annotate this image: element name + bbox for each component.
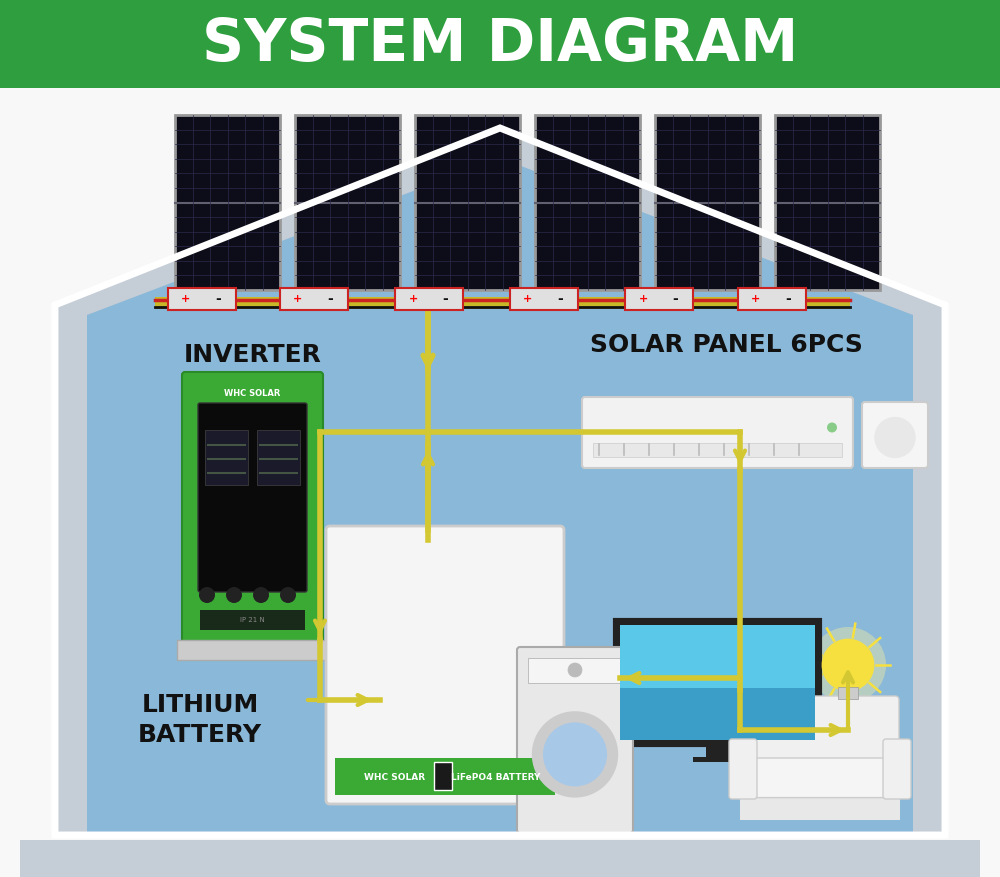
FancyBboxPatch shape (740, 794, 900, 820)
FancyBboxPatch shape (326, 526, 564, 804)
FancyBboxPatch shape (257, 430, 300, 485)
Text: -: - (557, 292, 563, 306)
FancyBboxPatch shape (582, 397, 853, 468)
Text: -: - (785, 292, 791, 306)
FancyBboxPatch shape (862, 402, 928, 468)
FancyBboxPatch shape (838, 687, 858, 699)
FancyBboxPatch shape (175, 115, 280, 290)
Circle shape (533, 713, 617, 796)
FancyBboxPatch shape (177, 640, 328, 660)
Text: WHC SOLAR: WHC SOLAR (224, 389, 281, 397)
Circle shape (875, 417, 915, 458)
FancyBboxPatch shape (155, 297, 850, 309)
FancyBboxPatch shape (620, 625, 815, 740)
Text: WHC SOLAR: WHC SOLAR (364, 773, 425, 781)
Text: -: - (215, 292, 221, 306)
Circle shape (544, 723, 606, 786)
Text: +: + (181, 294, 191, 304)
FancyBboxPatch shape (182, 372, 323, 643)
FancyBboxPatch shape (729, 739, 757, 799)
FancyBboxPatch shape (738, 288, 806, 310)
FancyBboxPatch shape (510, 288, 578, 310)
FancyBboxPatch shape (625, 288, 693, 310)
Polygon shape (55, 128, 945, 835)
Text: LITHIUM
BATTERY: LITHIUM BATTERY (138, 693, 262, 747)
Text: -: - (327, 292, 333, 306)
Text: INVERTER: INVERTER (184, 343, 321, 367)
Text: IP 21 N: IP 21 N (240, 617, 265, 623)
FancyBboxPatch shape (535, 115, 640, 290)
FancyBboxPatch shape (434, 762, 452, 790)
FancyBboxPatch shape (415, 115, 520, 290)
Circle shape (823, 640, 873, 690)
Polygon shape (87, 158, 913, 835)
FancyBboxPatch shape (692, 757, 742, 762)
FancyBboxPatch shape (528, 658, 622, 683)
Text: +: + (638, 294, 648, 304)
Circle shape (568, 663, 582, 677)
Text: +: + (408, 294, 418, 304)
Text: LiFePO4 BATTERY: LiFePO4 BATTERY (451, 773, 540, 781)
FancyBboxPatch shape (395, 288, 463, 310)
Circle shape (253, 587, 269, 603)
Text: +: + (523, 294, 533, 304)
Text: -: - (672, 292, 678, 306)
FancyBboxPatch shape (736, 744, 904, 797)
FancyBboxPatch shape (655, 115, 760, 290)
FancyBboxPatch shape (741, 696, 899, 758)
FancyBboxPatch shape (295, 115, 400, 290)
FancyBboxPatch shape (168, 288, 236, 310)
FancyBboxPatch shape (517, 647, 633, 833)
FancyBboxPatch shape (775, 115, 880, 290)
Circle shape (199, 587, 215, 603)
FancyBboxPatch shape (198, 403, 307, 592)
FancyBboxPatch shape (200, 610, 305, 630)
FancyBboxPatch shape (205, 430, 248, 485)
Text: -: - (442, 292, 448, 306)
FancyBboxPatch shape (706, 745, 730, 757)
Text: +: + (751, 294, 761, 304)
Circle shape (827, 423, 837, 432)
Circle shape (226, 587, 242, 603)
FancyBboxPatch shape (20, 840, 980, 877)
FancyBboxPatch shape (335, 758, 555, 795)
Text: +: + (293, 294, 303, 304)
Text: SYSTEM DIAGRAM: SYSTEM DIAGRAM (202, 16, 798, 73)
Circle shape (810, 627, 886, 703)
FancyBboxPatch shape (0, 0, 1000, 88)
Circle shape (280, 587, 296, 603)
FancyBboxPatch shape (280, 288, 348, 310)
FancyBboxPatch shape (620, 625, 815, 688)
FancyBboxPatch shape (615, 620, 820, 745)
FancyBboxPatch shape (593, 443, 842, 457)
Text: SOLAR PANEL 6PCS: SOLAR PANEL 6PCS (590, 333, 863, 357)
FancyBboxPatch shape (883, 739, 911, 799)
